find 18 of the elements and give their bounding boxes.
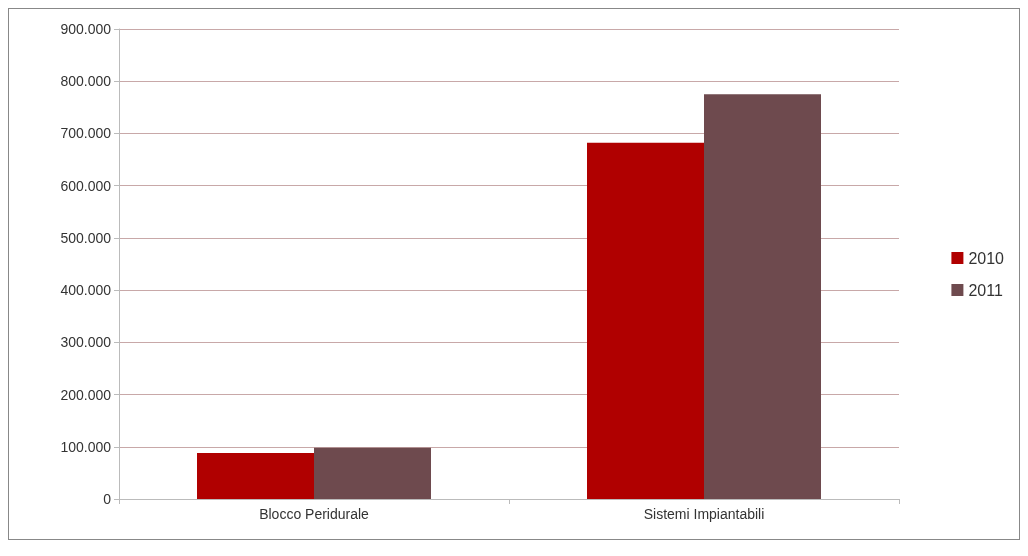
y-tick-label: 200.000 bbox=[60, 386, 112, 403]
y-tick-label: 800.000 bbox=[60, 73, 112, 90]
y-tick-label: 0 bbox=[103, 491, 112, 507]
legend-label: 2011 bbox=[968, 281, 1003, 299]
y-tick-label: 400.000 bbox=[60, 282, 112, 299]
bar bbox=[314, 447, 431, 499]
bar bbox=[704, 94, 821, 499]
y-tick-label: 700.000 bbox=[60, 125, 112, 142]
y-tick-label: 100.000 bbox=[60, 438, 112, 455]
bar bbox=[197, 453, 314, 499]
y-tick-label: 300.000 bbox=[60, 334, 112, 351]
y-tick-label: 500.000 bbox=[60, 229, 112, 246]
x-tick-label: Sistemi Impiantabili bbox=[643, 506, 765, 522]
legend-label: 2010 bbox=[968, 249, 1005, 267]
bar bbox=[587, 142, 704, 499]
x-tick-label: Blocco Peridurale bbox=[259, 506, 370, 522]
y-tick-label: 600.000 bbox=[60, 177, 112, 194]
y-tick-label: 900.000 bbox=[60, 21, 112, 37]
